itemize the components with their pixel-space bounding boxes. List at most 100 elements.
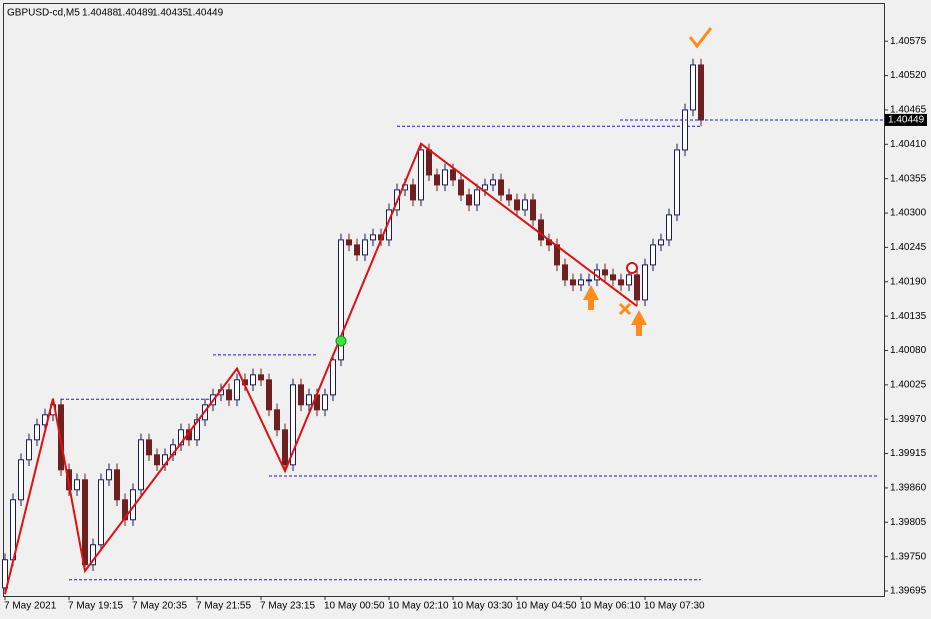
x-tick-label: 10 May 04:50 [516, 601, 577, 612]
candle-body [250, 374, 256, 386]
zigzag-line [4, 142, 638, 595]
candle-body [338, 239, 344, 361]
candle-body [298, 384, 304, 406]
candle-body [570, 279, 576, 286]
x-tick-label: 10 May 06:10 [580, 601, 641, 612]
candle-body [370, 234, 376, 241]
candle-body [482, 184, 488, 191]
candle-body [682, 109, 688, 151]
x-tick-label: 7 May 23:15 [260, 601, 315, 612]
candle-body [610, 274, 616, 281]
candle-body [578, 279, 584, 286]
y-tick-label: 1.40135 [890, 311, 927, 322]
y-tick-label: 1.40410 [890, 139, 927, 150]
candle-body [498, 179, 504, 196]
signal-circle [335, 335, 347, 347]
candle-body [106, 469, 112, 481]
x-tick-label: 10 May 02:10 [388, 601, 449, 612]
candle-body [114, 469, 120, 501]
open: 1.40488 [82, 8, 119, 19]
candle-body [562, 264, 568, 281]
candle-body [330, 359, 336, 396]
y-tick-label: 1.40520 [890, 70, 927, 81]
candle-body [690, 64, 696, 111]
x-tick-label: 10 May 00:50 [324, 601, 385, 612]
check-mark [688, 27, 713, 49]
candle-body [82, 479, 88, 566]
signal-circle [626, 262, 638, 274]
candle-body [658, 239, 664, 246]
price-tag-label: 1.40449 [888, 115, 925, 126]
signals [335, 27, 713, 347]
y-tick-label: 1.39970 [890, 414, 927, 425]
candle-body [282, 429, 288, 466]
high: 1.40489 [117, 8, 154, 19]
candle-body [530, 199, 536, 221]
header: GBPUSD-cd,M5 1.40488 1.40489 1.40435 1.4… [7, 8, 224, 19]
candle-body [450, 169, 456, 181]
candle-body [2, 559, 8, 589]
candle-body [474, 189, 480, 206]
buy-arrow [631, 310, 647, 336]
candle-body [634, 274, 640, 301]
candle-body [586, 279, 592, 282]
candle-body [274, 409, 280, 431]
y-tick-label: 1.40355 [890, 173, 927, 184]
y-tick-label: 1.39915 [890, 448, 927, 459]
plot-frame [3, 3, 885, 597]
candle-body [138, 439, 144, 491]
close: 1.40449 [187, 8, 224, 19]
x-tick-label: 10 May 07:30 [644, 601, 705, 612]
candle-body [434, 174, 440, 186]
candle-body [234, 379, 240, 401]
low: 1.40435 [152, 8, 189, 19]
candle-body [642, 264, 648, 301]
close-mark [618, 302, 632, 316]
candle-body [538, 219, 544, 241]
candle-body [362, 239, 368, 256]
x-tick-label: 10 May 03:30 [452, 601, 513, 612]
candle-body [74, 479, 80, 491]
candle-body [506, 194, 512, 201]
candle-body [514, 199, 520, 211]
price-tag [885, 113, 927, 126]
candle-body [290, 384, 296, 466]
y-tick-label: 1.39695 [890, 586, 927, 597]
candle-body [346, 239, 352, 246]
candle-body [194, 419, 200, 441]
candle-body [650, 244, 656, 266]
candle-body [618, 279, 624, 286]
candle-body [258, 374, 264, 381]
candle-body [626, 274, 632, 286]
x-tick-label: 7 May 21:55 [196, 601, 251, 612]
candle-body [146, 439, 152, 456]
candle-body [666, 214, 672, 241]
y-tick-label: 1.40465 [890, 105, 927, 116]
y-tick-label: 1.39750 [890, 551, 927, 562]
candle-body [458, 179, 464, 196]
candle-body [602, 269, 608, 276]
y-tick-label: 1.39805 [890, 517, 927, 528]
buy-arrow [583, 285, 599, 310]
candle-body [354, 244, 360, 256]
candle-body [266, 379, 272, 411]
candle-body [322, 394, 328, 411]
candle-body [226, 389, 232, 401]
x-tick-label: 7 May 19:15 [68, 601, 123, 612]
candle-body [674, 149, 680, 216]
candle-body [698, 64, 704, 121]
y-tick-label: 1.40025 [890, 379, 927, 390]
candle-body [522, 199, 528, 211]
y-tick-label: 1.40300 [890, 208, 927, 219]
candle-body [466, 194, 472, 206]
candle-body [442, 169, 448, 186]
x-tick-label: 7 May 20:35 [132, 601, 187, 612]
candle-body [426, 149, 432, 176]
candle-body [90, 544, 96, 566]
y-tick-label: 1.40080 [890, 345, 927, 356]
candle-body [122, 499, 128, 521]
candle-body [18, 459, 24, 501]
candle-body [34, 424, 40, 441]
